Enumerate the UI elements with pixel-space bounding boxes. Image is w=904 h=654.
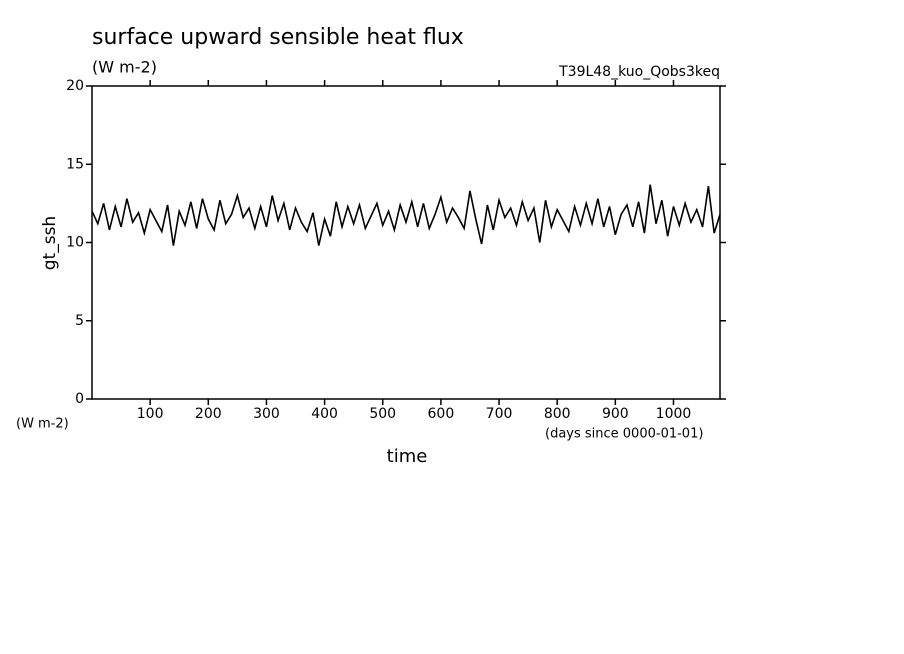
y-tick-label: 15	[66, 156, 84, 172]
y-axis-unit: (W m-2)	[16, 417, 69, 432]
chart-subtitle: (W m-2)	[92, 58, 157, 77]
x-tick-label: 700	[486, 406, 513, 422]
y-tick-label: 20	[66, 78, 84, 94]
x-tick-label: 900	[602, 406, 629, 422]
x-axis-label: time	[387, 446, 428, 467]
x-tick-label: 1000	[656, 406, 692, 422]
x-axis-unit: (days since 0000-01-01)	[545, 427, 703, 442]
y-tick-label: 5	[75, 313, 84, 329]
annotation: T39L48_kuo_Qobs3keq	[558, 64, 720, 80]
y-tick-label: 10	[66, 235, 84, 251]
y-axis-label: gt_ssh	[40, 216, 60, 270]
x-tick-label: 300	[253, 406, 280, 422]
x-tick-label: 800	[544, 406, 571, 422]
x-tick-label: 600	[428, 406, 455, 422]
x-tick-label: 500	[369, 406, 396, 422]
chart-title: surface upward sensible heat flux	[92, 25, 464, 50]
y-tick-label: 0	[75, 391, 84, 407]
x-tick-label: 400	[311, 406, 338, 422]
x-tick-label: 100	[137, 406, 164, 422]
x-tick-label: 200	[195, 406, 222, 422]
data-line	[91, 184, 721, 246]
plot-frame	[91, 85, 721, 400]
